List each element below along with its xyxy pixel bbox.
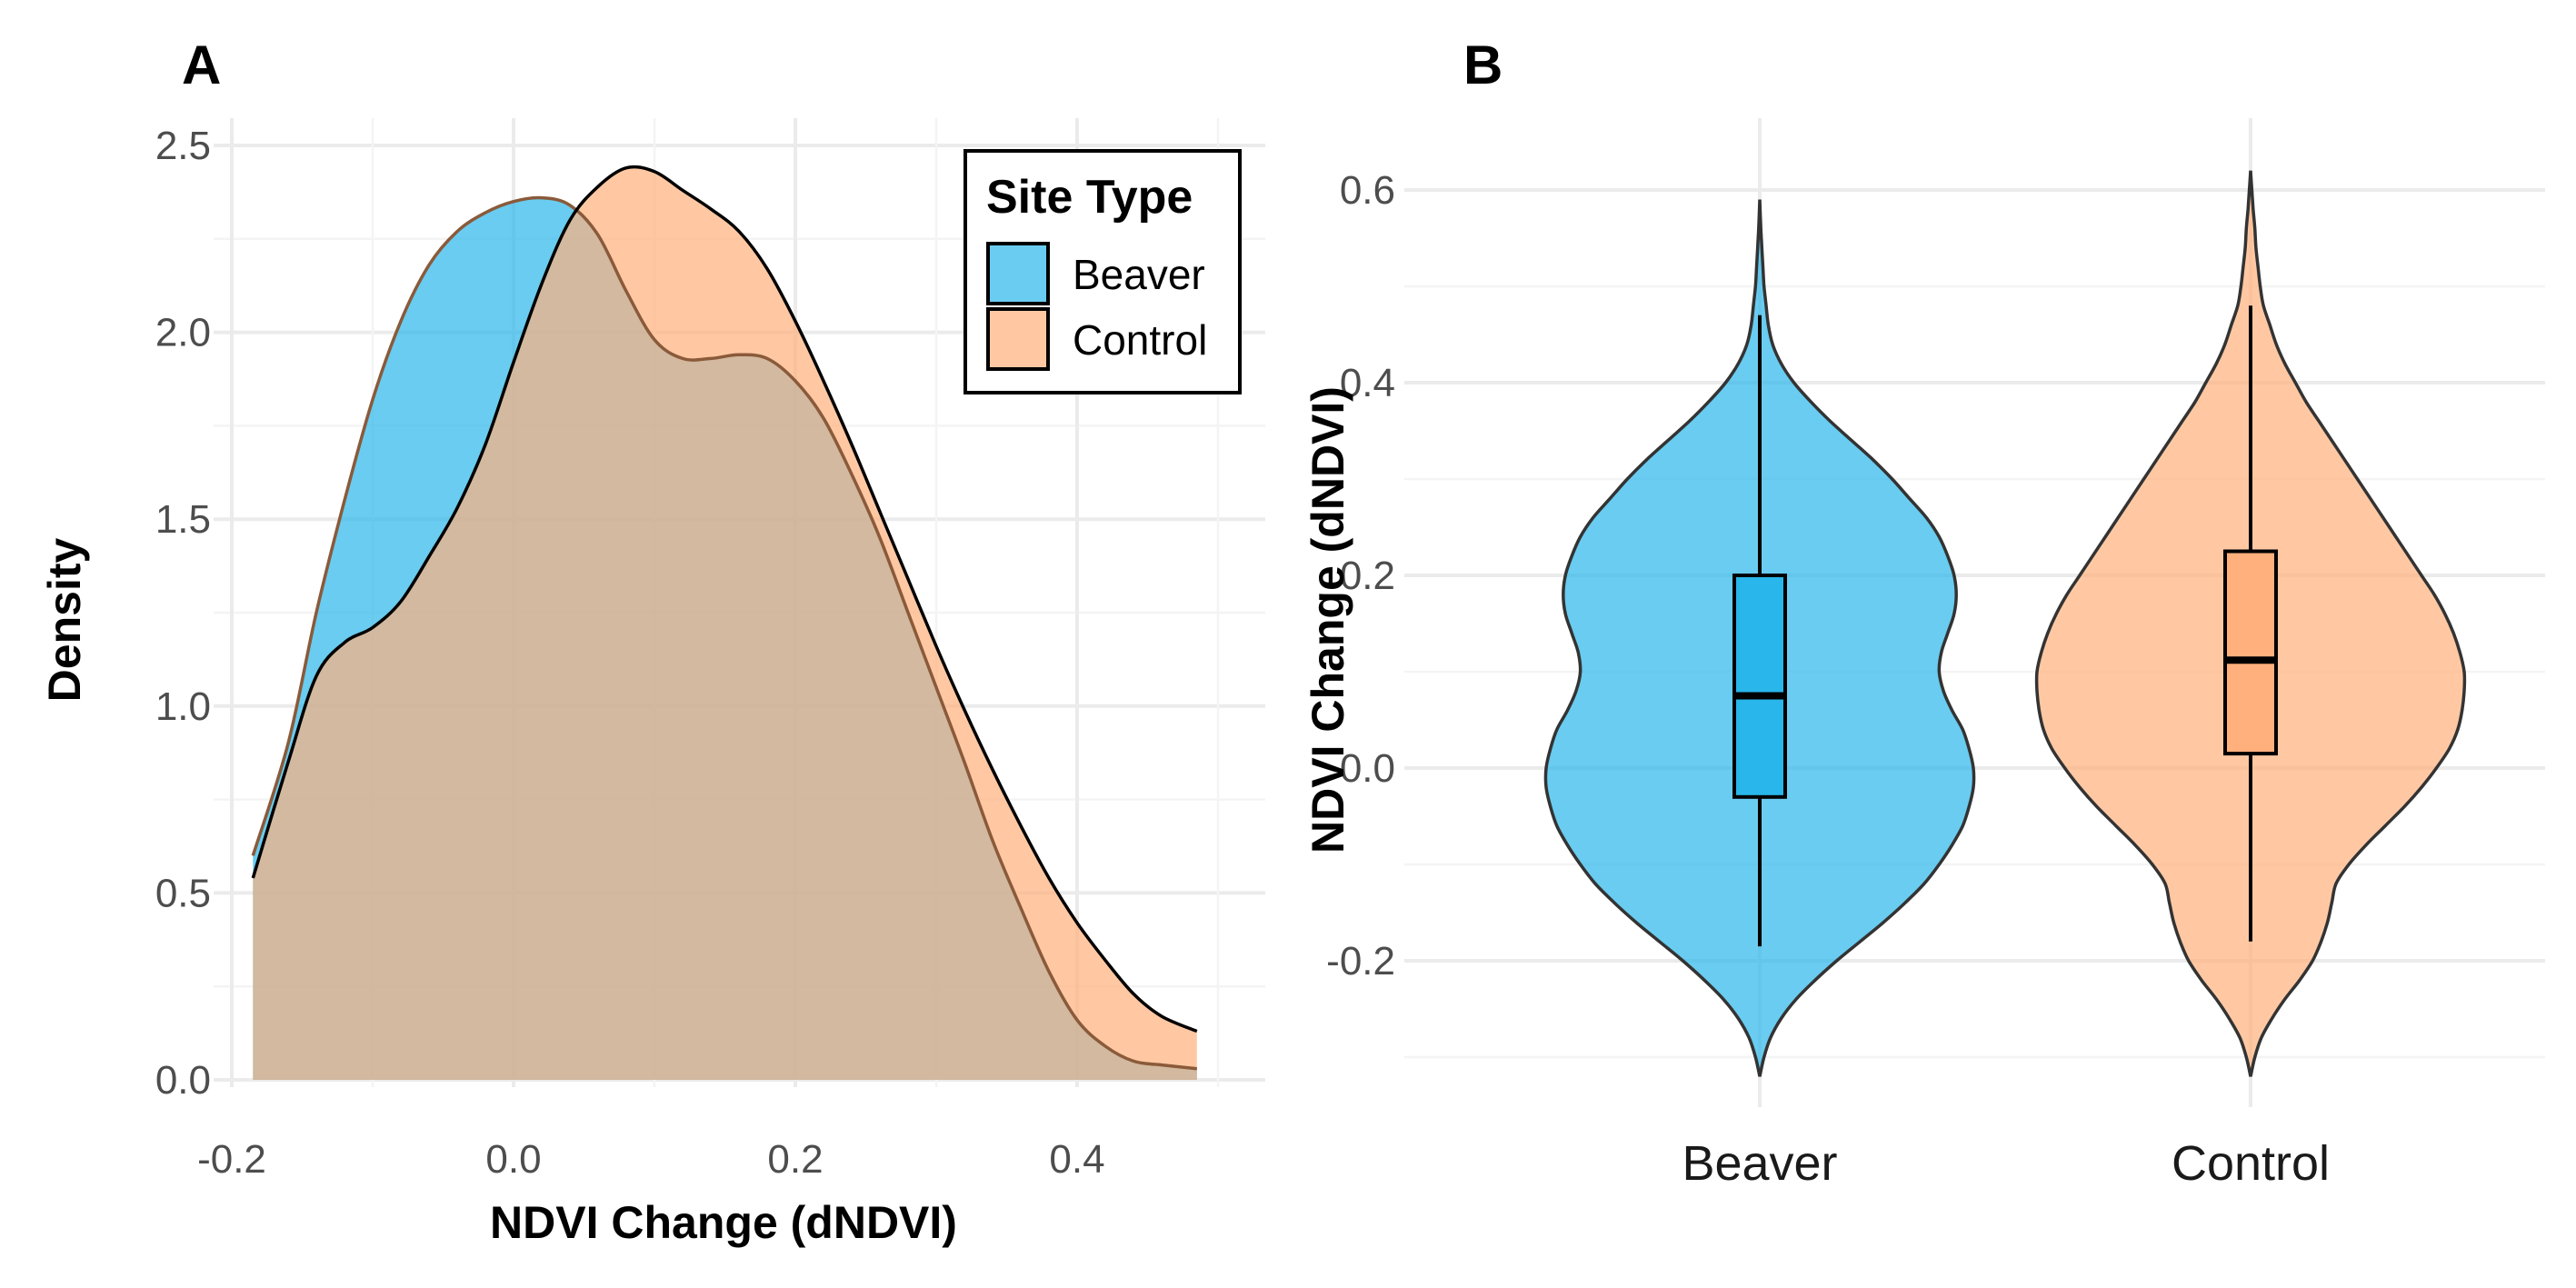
x-tick-label: 0.4 xyxy=(1049,1137,1104,1182)
legend-label-control: Control xyxy=(1073,316,1207,364)
y-tick-label: -0.2 xyxy=(1326,939,1395,983)
y-tick-label: 0.0 xyxy=(155,1058,211,1103)
y-tick-label: 0.2 xyxy=(1340,554,1395,598)
legend-label-beaver: Beaver xyxy=(1073,251,1205,298)
y-tick-label: 0.6 xyxy=(1340,168,1395,213)
y-tick-label: 1.5 xyxy=(155,497,211,542)
x-tick-label-control: Control xyxy=(2172,1136,2330,1191)
y-tick-label: 2.0 xyxy=(155,311,211,355)
density-area-control xyxy=(253,166,1197,1080)
panel-a-label: A xyxy=(182,35,221,95)
x-tick-label: 0.2 xyxy=(767,1137,823,1182)
legend: Site Type Beaver Control xyxy=(964,149,1242,394)
y-tick-label: 0.5 xyxy=(155,871,211,915)
x-tick-label-beaver: Beaver xyxy=(1682,1136,1837,1191)
panel-a: A 0.0 0.5 1.0 1.5 2.0 2.5 -0.2 0.0 0.2 0.4 NDVI … xyxy=(39,35,1265,1248)
y-tick-label: 0.4 xyxy=(1340,361,1395,405)
panel-b-y-tick-labels: -0.2 0.0 0.2 0.4 0.6 xyxy=(1326,168,1395,983)
box-beaver xyxy=(1732,574,1787,799)
panel-a-y-axis-title: Density xyxy=(39,538,90,703)
panel-a-x-axis-title: NDVI Change (dNDVI) xyxy=(490,1197,957,1248)
panel-b-y-axis-title: NDVI Change (dNDVI) xyxy=(1303,386,1353,854)
legend-key-beaver xyxy=(986,242,1050,305)
y-tick-label: 2.5 xyxy=(155,124,211,168)
panel-a-x-tick-labels: -0.2 0.0 0.2 0.4 xyxy=(197,1137,1105,1182)
legend-title: Site Type xyxy=(986,171,1193,224)
panel-b-label: B xyxy=(1463,35,1503,95)
y-tick-label: 1.0 xyxy=(155,684,211,729)
box-control xyxy=(2223,549,2278,756)
x-tick-label: -0.2 xyxy=(197,1137,266,1182)
legend-key-control xyxy=(986,307,1050,371)
panel-a-y-tick-labels: 0.0 0.5 1.0 1.5 2.0 2.5 xyxy=(155,124,211,1103)
panel-b: B -0.2 0.0 0.2 0.4 0.6 Beaver Control NDVI Ch… xyxy=(1303,35,2545,1191)
y-tick-label: 0.0 xyxy=(1340,746,1395,791)
x-tick-label: 0.0 xyxy=(485,1137,541,1182)
density-line-control xyxy=(251,165,1198,1033)
panel-b-x-tick-labels: Beaver Control xyxy=(1682,1136,2330,1191)
density-line-beaver xyxy=(251,195,1197,1071)
panel-a-density-areas xyxy=(251,165,1198,1080)
panel-b-violins xyxy=(1543,170,2467,1077)
